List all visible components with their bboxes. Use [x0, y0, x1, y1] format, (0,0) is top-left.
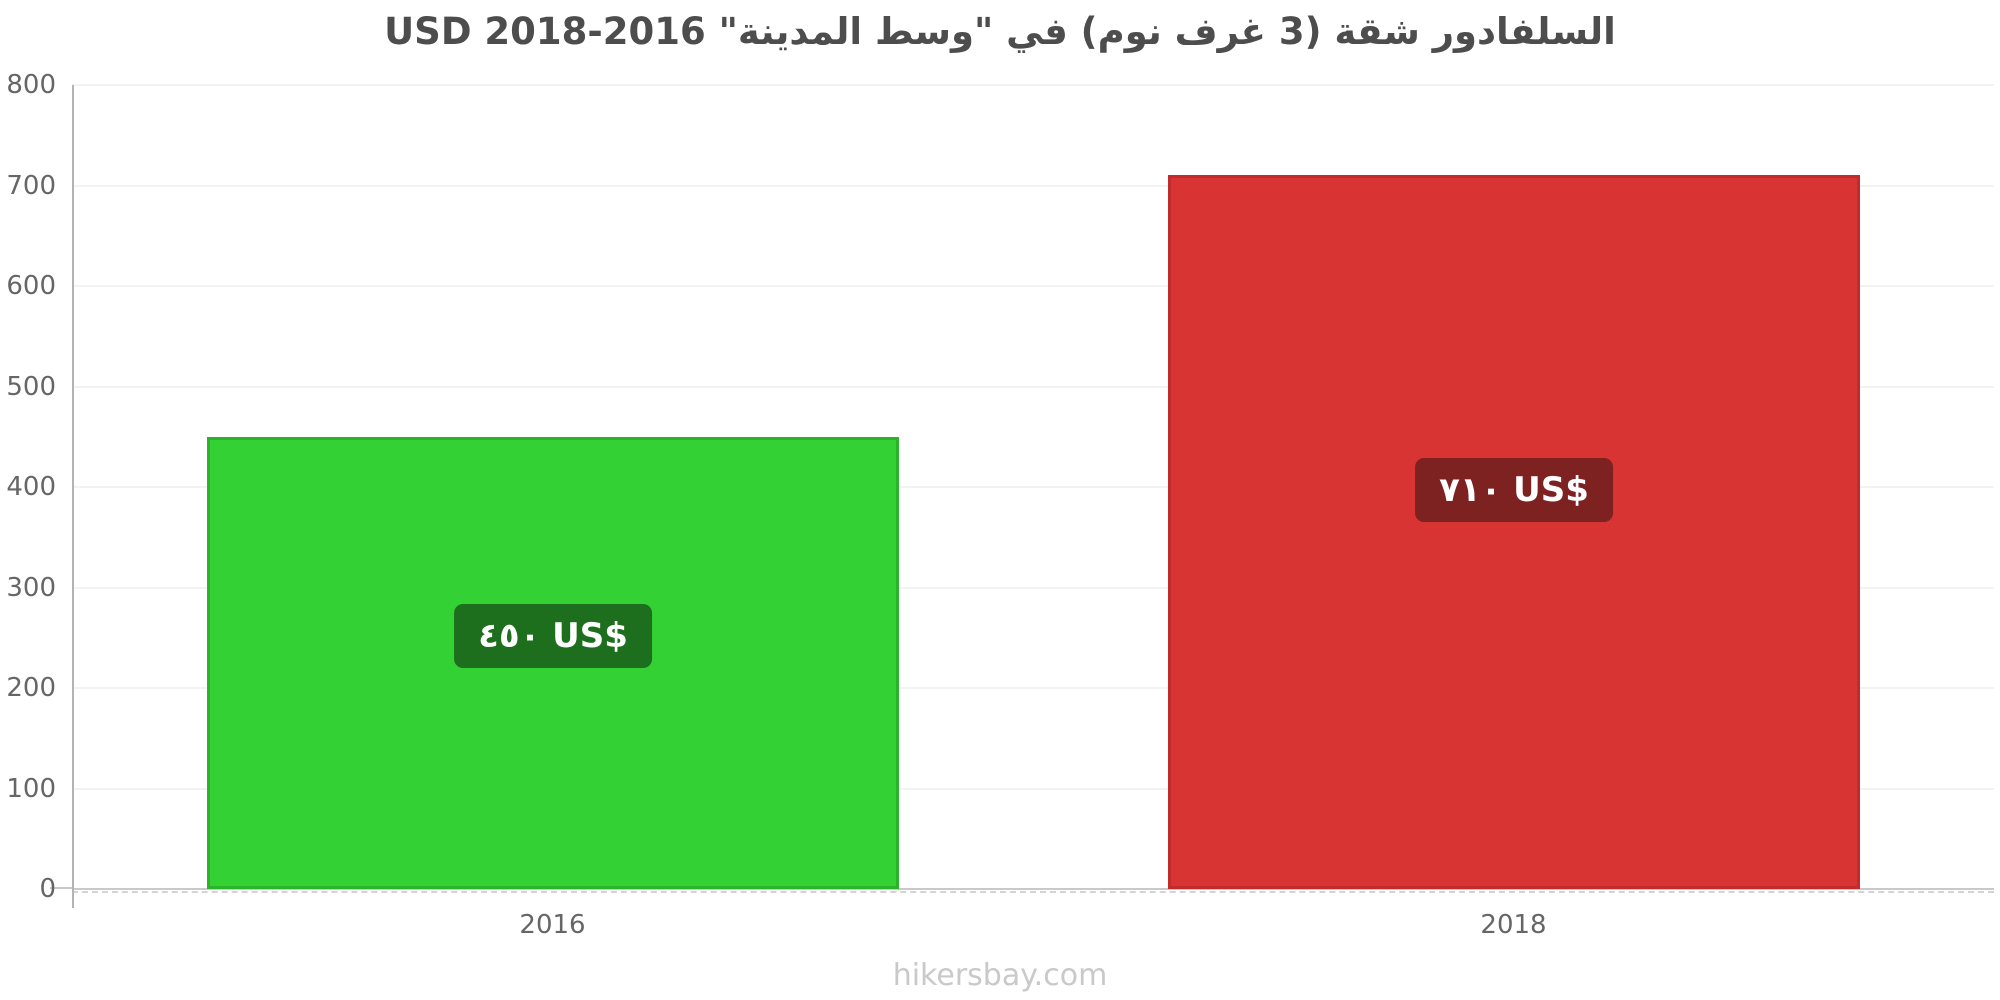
gridline [72, 84, 1994, 87]
y-axis-tick-label: 800 [6, 70, 56, 100]
gridline [72, 586, 1994, 589]
x-axis-tick-label-2018: 2018 [1480, 910, 1547, 940]
y-axis-tick-label: 200 [6, 673, 56, 703]
y-axis-line [72, 85, 74, 908]
x-axis-baseline [72, 888, 1994, 890]
x-axis-tick-label-2016: 2016 [519, 910, 586, 940]
plot-area: ٤٥٠ US$ ٧١٠ US$ [72, 84, 1994, 893]
gridline [72, 184, 1994, 187]
bar-2016: ٤٥٠ US$ [207, 437, 899, 889]
y-axis-tick-label: 600 [6, 271, 56, 301]
y-axis-tick-label: 500 [6, 371, 56, 402]
footer-watermark: hikersbay.com [892, 958, 1108, 993]
gridline [72, 787, 1994, 790]
bar-2018: ٧١٠ US$ [1168, 175, 1860, 889]
zero-tick-mark [50, 887, 72, 889]
gridline [72, 687, 1994, 689]
bar-value-label-2016: ٤٥٠ US$ [454, 604, 652, 669]
y-axis-tick-label: 300 [6, 572, 56, 603]
gridline [72, 385, 1994, 388]
x-axis-dashed-line [72, 891, 1994, 893]
y-axis-tick-label: 700 [6, 170, 56, 201]
y-axis-tick-label: 0 [39, 874, 56, 904]
y-axis-tick-label: 400 [6, 472, 56, 502]
gridline [72, 285, 1994, 287]
gridline [72, 486, 1994, 488]
y-axis-tick-label: 100 [6, 773, 56, 804]
chart-title: السلفادور شقة (3 غرف نوم) في "وسط المدين… [384, 10, 1616, 53]
bar-value-label-2018: ٧١٠ US$ [1415, 457, 1613, 522]
